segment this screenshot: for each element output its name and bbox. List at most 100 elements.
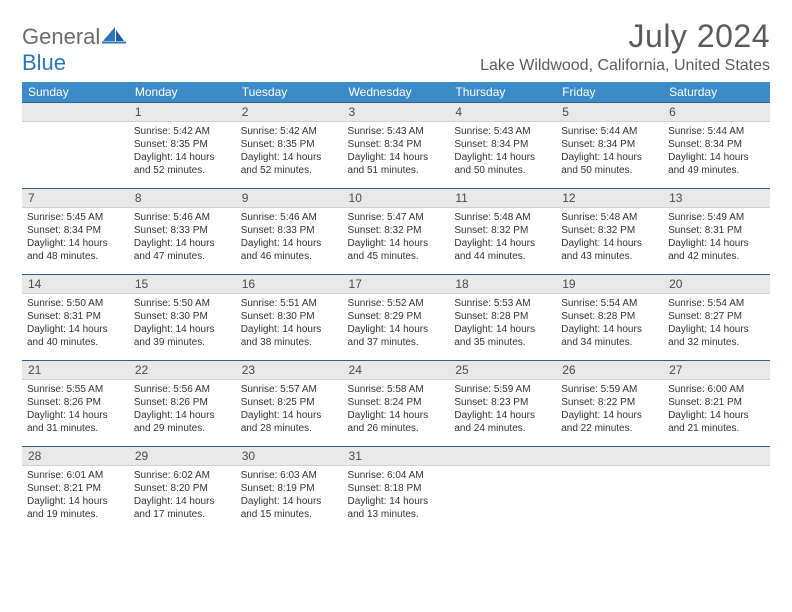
sunrise-text: Sunrise: 5:44 AM [668, 125, 765, 138]
calendar-cell: 22Sunrise: 5:56 AMSunset: 8:26 PMDayligh… [129, 360, 236, 446]
sunset-text: Sunset: 8:27 PM [668, 310, 765, 323]
calendar-row: 21Sunrise: 5:55 AMSunset: 8:26 PMDayligh… [22, 360, 770, 446]
sunset-text: Sunset: 8:32 PM [561, 224, 658, 237]
calendar-cell: 3Sunrise: 5:43 AMSunset: 8:34 PMDaylight… [343, 102, 450, 188]
day-info: Sunrise: 5:42 AMSunset: 8:35 PMDaylight:… [236, 122, 343, 180]
day-info: Sunrise: 5:50 AMSunset: 8:30 PMDaylight:… [129, 294, 236, 352]
daylight-text: Daylight: 14 hours and 38 minutes. [241, 323, 338, 349]
calendar-row: 28Sunrise: 6:01 AMSunset: 8:21 PMDayligh… [22, 446, 770, 532]
day-info: Sunrise: 5:43 AMSunset: 8:34 PMDaylight:… [343, 122, 450, 180]
sunset-text: Sunset: 8:34 PM [348, 138, 445, 151]
day-number: 8 [129, 188, 236, 208]
daylight-text: Daylight: 14 hours and 52 minutes. [241, 151, 338, 177]
sunset-text: Sunset: 8:31 PM [27, 310, 124, 323]
sunset-text: Sunset: 8:26 PM [27, 396, 124, 409]
day-info: Sunrise: 5:54 AMSunset: 8:27 PMDaylight:… [663, 294, 770, 352]
calendar-cell: 26Sunrise: 5:59 AMSunset: 8:22 PMDayligh… [556, 360, 663, 446]
daylight-text: Daylight: 14 hours and 15 minutes. [241, 495, 338, 521]
day-number: 24 [343, 360, 450, 380]
sunset-text: Sunset: 8:32 PM [454, 224, 551, 237]
calendar-cell: 15Sunrise: 5:50 AMSunset: 8:30 PMDayligh… [129, 274, 236, 360]
day-info: Sunrise: 5:47 AMSunset: 8:32 PMDaylight:… [343, 208, 450, 266]
header: GeneralBlue July 2024 Lake Wildwood, Cal… [22, 18, 770, 76]
sunset-text: Sunset: 8:19 PM [241, 482, 338, 495]
day-info: Sunrise: 5:45 AMSunset: 8:34 PMDaylight:… [22, 208, 129, 266]
sunrise-text: Sunrise: 5:49 AM [668, 211, 765, 224]
sunrise-text: Sunrise: 5:56 AM [134, 383, 231, 396]
col-thursday: Thursday [449, 82, 556, 102]
calendar-cell: 1Sunrise: 5:42 AMSunset: 8:35 PMDaylight… [129, 102, 236, 188]
calendar-cell: 4Sunrise: 5:43 AMSunset: 8:34 PMDaylight… [449, 102, 556, 188]
day-number: 6 [663, 102, 770, 122]
day-info: Sunrise: 5:48 AMSunset: 8:32 PMDaylight:… [556, 208, 663, 266]
calendar-cell: 16Sunrise: 5:51 AMSunset: 8:30 PMDayligh… [236, 274, 343, 360]
col-wednesday: Wednesday [343, 82, 450, 102]
calendar-cell [663, 446, 770, 532]
calendar-cell [449, 446, 556, 532]
sunrise-text: Sunrise: 5:48 AM [454, 211, 551, 224]
sunset-text: Sunset: 8:33 PM [134, 224, 231, 237]
daylight-text: Daylight: 14 hours and 34 minutes. [561, 323, 658, 349]
day-number [663, 446, 770, 466]
day-number: 9 [236, 188, 343, 208]
calendar-cell: 31Sunrise: 6:04 AMSunset: 8:18 PMDayligh… [343, 446, 450, 532]
title-block: July 2024 Lake Wildwood, California, Uni… [480, 18, 770, 75]
sunrise-text: Sunrise: 5:58 AM [348, 383, 445, 396]
calendar-cell: 13Sunrise: 5:49 AMSunset: 8:31 PMDayligh… [663, 188, 770, 274]
sunset-text: Sunset: 8:32 PM [348, 224, 445, 237]
calendar-cell: 18Sunrise: 5:53 AMSunset: 8:28 PMDayligh… [449, 274, 556, 360]
calendar-cell: 21Sunrise: 5:55 AMSunset: 8:26 PMDayligh… [22, 360, 129, 446]
calendar-cell: 25Sunrise: 5:59 AMSunset: 8:23 PMDayligh… [449, 360, 556, 446]
sunrise-text: Sunrise: 5:52 AM [348, 297, 445, 310]
day-number: 28 [22, 446, 129, 466]
day-number: 15 [129, 274, 236, 294]
sunset-text: Sunset: 8:21 PM [668, 396, 765, 409]
calendar-cell: 12Sunrise: 5:48 AMSunset: 8:32 PMDayligh… [556, 188, 663, 274]
sunset-text: Sunset: 8:28 PM [561, 310, 658, 323]
calendar-cell: 30Sunrise: 6:03 AMSunset: 8:19 PMDayligh… [236, 446, 343, 532]
daylight-text: Daylight: 14 hours and 26 minutes. [348, 409, 445, 435]
daylight-text: Daylight: 14 hours and 22 minutes. [561, 409, 658, 435]
day-info: Sunrise: 6:04 AMSunset: 8:18 PMDaylight:… [343, 466, 450, 524]
sunrise-text: Sunrise: 6:00 AM [668, 383, 765, 396]
day-number: 16 [236, 274, 343, 294]
daylight-text: Daylight: 14 hours and 19 minutes. [27, 495, 124, 521]
sunrise-text: Sunrise: 5:42 AM [241, 125, 338, 138]
sunrise-text: Sunrise: 5:42 AM [134, 125, 231, 138]
day-info: Sunrise: 5:44 AMSunset: 8:34 PMDaylight:… [663, 122, 770, 180]
day-number: 14 [22, 274, 129, 294]
day-number: 22 [129, 360, 236, 380]
day-info: Sunrise: 5:54 AMSunset: 8:28 PMDaylight:… [556, 294, 663, 352]
daylight-text: Daylight: 14 hours and 43 minutes. [561, 237, 658, 263]
sunrise-text: Sunrise: 6:03 AM [241, 469, 338, 482]
sunset-text: Sunset: 8:33 PM [241, 224, 338, 237]
day-info: Sunrise: 5:51 AMSunset: 8:30 PMDaylight:… [236, 294, 343, 352]
sunrise-text: Sunrise: 6:01 AM [27, 469, 124, 482]
day-number: 12 [556, 188, 663, 208]
sunset-text: Sunset: 8:34 PM [561, 138, 658, 151]
daylight-text: Daylight: 14 hours and 21 minutes. [668, 409, 765, 435]
sunrise-text: Sunrise: 5:54 AM [561, 297, 658, 310]
day-number: 2 [236, 102, 343, 122]
sunset-text: Sunset: 8:29 PM [348, 310, 445, 323]
day-number: 7 [22, 188, 129, 208]
sunrise-text: Sunrise: 5:50 AM [134, 297, 231, 310]
daylight-text: Daylight: 14 hours and 31 minutes. [27, 409, 124, 435]
daylight-text: Daylight: 14 hours and 37 minutes. [348, 323, 445, 349]
sunset-text: Sunset: 8:34 PM [454, 138, 551, 151]
sunrise-text: Sunrise: 5:59 AM [454, 383, 551, 396]
sunset-text: Sunset: 8:18 PM [348, 482, 445, 495]
sunrise-text: Sunrise: 5:43 AM [454, 125, 551, 138]
daylight-text: Daylight: 14 hours and 50 minutes. [561, 151, 658, 177]
day-info: Sunrise: 5:56 AMSunset: 8:26 PMDaylight:… [129, 380, 236, 438]
daylight-text: Daylight: 14 hours and 52 minutes. [134, 151, 231, 177]
calendar-cell: 2Sunrise: 5:42 AMSunset: 8:35 PMDaylight… [236, 102, 343, 188]
sunrise-text: Sunrise: 5:53 AM [454, 297, 551, 310]
day-info: Sunrise: 5:44 AMSunset: 8:34 PMDaylight:… [556, 122, 663, 180]
location-text: Lake Wildwood, California, United States [480, 57, 770, 75]
sunrise-text: Sunrise: 5:48 AM [561, 211, 658, 224]
col-monday: Monday [129, 82, 236, 102]
daylight-text: Daylight: 14 hours and 51 minutes. [348, 151, 445, 177]
sunset-text: Sunset: 8:21 PM [27, 482, 124, 495]
sunrise-text: Sunrise: 5:43 AM [348, 125, 445, 138]
